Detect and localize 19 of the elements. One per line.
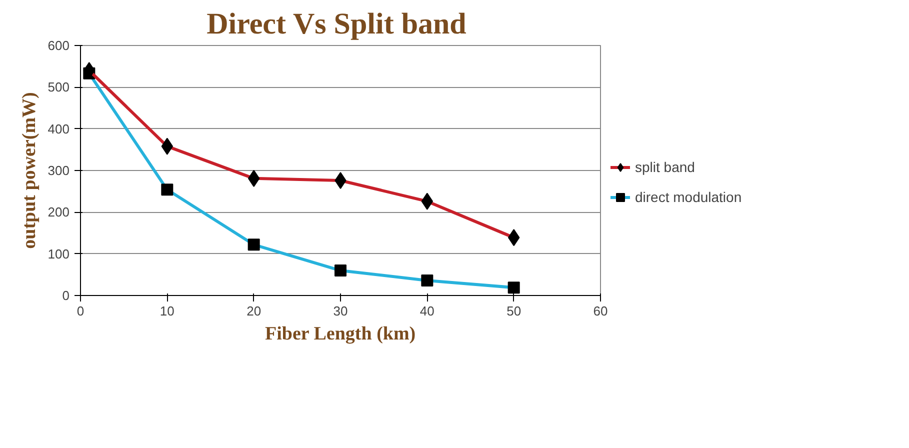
x-tick-label: 50 bbox=[506, 304, 522, 318]
x-tick-label: 30 bbox=[333, 304, 348, 318]
y-tick-label: 100 bbox=[48, 246, 70, 262]
legend-label: split band bbox=[635, 158, 695, 174]
x-axis-title: Fiber Length (km) bbox=[265, 324, 416, 344]
x-tick-label: 40 bbox=[420, 304, 434, 318]
y-tick-label: 300 bbox=[48, 163, 70, 178]
x-tick-label: 0 bbox=[76, 304, 84, 318]
chart-title: Direct Vs Split band bbox=[206, 8, 467, 40]
y-tick-label: 500 bbox=[48, 80, 70, 95]
x-tick-label: 20 bbox=[246, 304, 262, 318]
y-tick-label: 600 bbox=[48, 38, 70, 53]
legend-label: direct modulation bbox=[635, 188, 742, 204]
y-tick-label: 0 bbox=[62, 288, 70, 303]
y-tick-label: 400 bbox=[48, 121, 70, 136]
y-axis-title: output power(mW) bbox=[18, 92, 40, 249]
x-tick-label: 60 bbox=[593, 304, 608, 318]
x-tick-label: 10 bbox=[160, 304, 174, 318]
y-tick-label: 200 bbox=[48, 204, 70, 220]
